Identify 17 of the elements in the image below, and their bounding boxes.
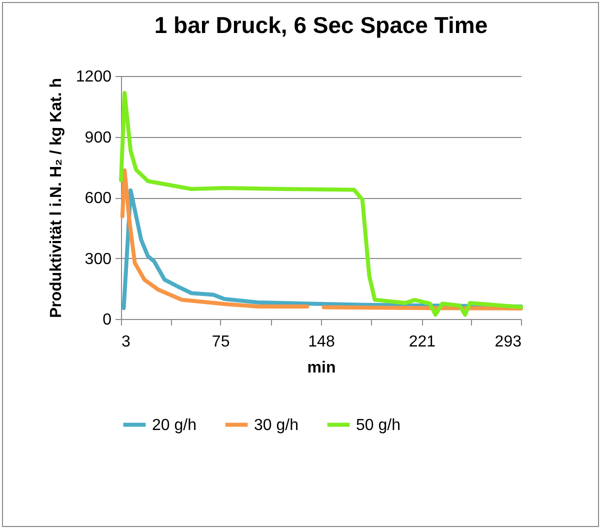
x-tick-label: 293 (494, 334, 522, 350)
y-tick-label: 300 (84, 250, 112, 268)
x-tick-label: 148 (308, 334, 335, 350)
y-tick-label: 0 (102, 312, 112, 328)
y-tick-label: 1200 (76, 68, 112, 86)
legend-label: 20 g/h (152, 416, 196, 434)
x-axis-title: min (307, 360, 336, 376)
x-tick-label: 75 (212, 334, 230, 350)
y-axis-title: Produktivität l i.N. H₂ / kg Kat. h (48, 78, 65, 318)
chart-title: 1 bar Druck, 6 Sec Space Time (154, 12, 488, 38)
y-tick-label: 600 (84, 190, 112, 207)
legend-label: 50 g/h (356, 416, 400, 434)
legend-label: 30 g/h (254, 416, 298, 434)
x-tick-label: 3 (122, 334, 130, 350)
line-series (119, 91, 523, 317)
y-tick-label: 900 (84, 129, 112, 146)
x-tick-label: 221 (408, 334, 436, 350)
